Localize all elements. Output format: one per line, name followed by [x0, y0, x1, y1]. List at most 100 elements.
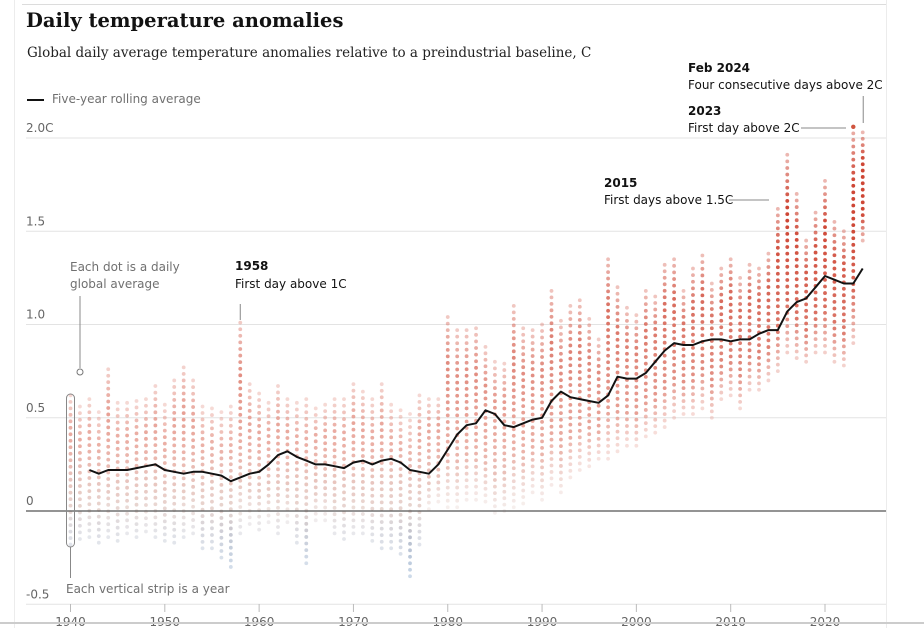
daily-dot	[577, 448, 582, 453]
daily-dot	[106, 528, 111, 533]
daily-dot	[162, 422, 167, 427]
daily-dot	[662, 418, 667, 423]
daily-dot	[370, 403, 375, 408]
daily-dot	[210, 419, 214, 424]
daily-dot	[474, 359, 478, 364]
daily-dot	[408, 535, 412, 540]
daily-dot	[493, 419, 497, 423]
daily-dot	[200, 501, 205, 506]
daily-dot	[313, 505, 318, 510]
y-tick-label: 1.5	[26, 214, 45, 228]
daily-dot	[559, 365, 563, 369]
daily-dot	[860, 187, 865, 192]
daily-dot	[738, 289, 743, 293]
daily-dot	[323, 409, 328, 414]
daily-dot	[596, 403, 601, 408]
daily-dot	[483, 499, 488, 504]
daily-dot	[304, 541, 309, 546]
daily-dot	[351, 524, 356, 529]
daily-dot	[521, 410, 526, 415]
daily-dot	[87, 416, 92, 421]
daily-dot	[775, 239, 780, 244]
daily-dot	[596, 377, 601, 382]
daily-dot	[276, 512, 280, 517]
daily-dot	[804, 347, 809, 351]
daily-dot	[643, 315, 648, 320]
year-strip	[106, 367, 111, 540]
daily-dot	[78, 424, 82, 429]
daily-dot	[775, 349, 780, 354]
daily-dot	[851, 301, 856, 306]
daily-dot	[285, 397, 290, 401]
daily-dot	[493, 379, 497, 384]
daily-dot	[709, 377, 714, 382]
daily-dot	[238, 498, 243, 503]
daily-dot	[360, 525, 365, 529]
daily-dot	[728, 374, 733, 378]
daily-dot	[162, 415, 167, 420]
daily-dot	[709, 396, 714, 401]
daily-dot	[247, 442, 252, 447]
daily-dot	[634, 391, 639, 396]
daily-dot	[474, 398, 478, 403]
daily-dot	[691, 372, 695, 377]
daily-dot	[672, 382, 676, 387]
daily-dot	[625, 410, 629, 415]
daily-dot	[144, 423, 148, 428]
daily-dot	[257, 449, 262, 454]
daily-dot	[323, 473, 328, 478]
daily-dot	[144, 443, 148, 448]
daily-dot	[502, 489, 507, 494]
daily-dot	[521, 501, 526, 506]
daily-dot	[634, 411, 639, 415]
daily-dot	[511, 485, 516, 490]
daily-dot	[502, 425, 507, 430]
daily-dot	[681, 321, 686, 326]
daily-dot	[323, 441, 328, 446]
daily-dot	[785, 278, 790, 282]
daily-dot	[153, 482, 158, 487]
daily-dot	[493, 386, 497, 390]
daily-dot	[106, 412, 111, 417]
daily-dot	[408, 470, 412, 475]
daily-dot	[521, 495, 526, 499]
daily-dot	[78, 437, 82, 442]
daily-dot	[455, 374, 460, 378]
daily-dot	[691, 365, 695, 370]
daily-dot	[87, 495, 92, 500]
daily-dot	[841, 274, 846, 278]
daily-dot	[681, 314, 686, 319]
daily-dot	[68, 464, 73, 469]
daily-dot	[521, 378, 526, 383]
daily-dot	[115, 400, 120, 405]
daily-dot	[625, 351, 629, 356]
daily-dot	[521, 443, 526, 448]
daily-dot	[200, 417, 205, 422]
daily-dot	[521, 462, 526, 467]
daily-dot	[568, 383, 573, 387]
daily-dot	[285, 410, 290, 414]
daily-dot	[153, 397, 158, 402]
daily-dot	[408, 431, 412, 436]
daily-dot	[285, 436, 290, 440]
daily-dot	[474, 392, 478, 397]
daily-dot	[511, 362, 516, 367]
year-strip	[860, 130, 865, 243]
daily-dot	[813, 290, 818, 295]
daily-dot	[238, 320, 243, 325]
daily-dot	[794, 310, 799, 315]
daily-dot	[106, 535, 111, 540]
daily-dot	[342, 443, 346, 448]
daily-dot	[181, 456, 186, 461]
daily-dot	[332, 525, 337, 529]
daily-dot	[681, 308, 686, 313]
daily-dot	[408, 541, 412, 546]
daily-dot	[596, 370, 601, 375]
daily-dot	[559, 318, 563, 323]
daily-dot	[219, 430, 224, 434]
daily-dot	[294, 427, 299, 432]
daily-dot	[276, 435, 280, 440]
daily-dot	[634, 398, 639, 402]
daily-dot	[483, 422, 488, 427]
daily-dot	[672, 303, 676, 308]
